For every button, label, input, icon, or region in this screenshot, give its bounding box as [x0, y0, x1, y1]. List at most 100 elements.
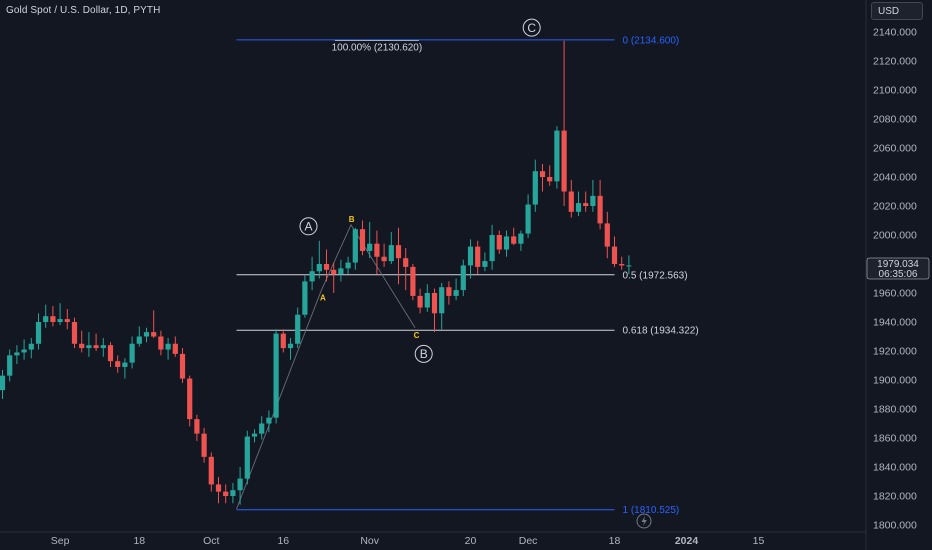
candle: [395, 227, 402, 285]
y-tick-label: 1920.000: [873, 346, 917, 358]
candle: [611, 236, 618, 267]
candle: [259, 416, 265, 440]
candle: [604, 211, 610, 259]
x-tick-label: Nov: [360, 535, 379, 547]
candle: [626, 255, 632, 275]
candle: [302, 275, 308, 318]
candle-body: [568, 191, 574, 212]
candle-body: [251, 433, 258, 437]
candle-body: [539, 171, 546, 177]
candle: [273, 329, 279, 424]
wave-label-small: B: [349, 215, 355, 224]
candle: [475, 240, 481, 275]
candle-body: [302, 281, 308, 315]
candle-body: [21, 349, 27, 353]
candle: [460, 259, 466, 296]
candle: [309, 256, 315, 291]
candle: [503, 230, 510, 257]
candle-body: [230, 490, 236, 496]
fib-retracement[interactable]: 0 (2134.600) 0.5 (1972.563) 0.618 (1934.32…: [236, 35, 699, 516]
wave-label-circle: A: [299, 217, 318, 236]
candle-body: [439, 287, 445, 314]
x-tick-label: Sep: [51, 535, 70, 547]
time-axis[interactable]: Sep 18 Oct 16 Nov 20 Dec 18 2024 15: [51, 535, 765, 547]
candle-body: [460, 265, 466, 291]
candle-body: [345, 262, 351, 269]
candle-body: [0, 375, 6, 391]
wave-label-text: B: [420, 347, 428, 361]
candle: [223, 484, 229, 504]
candle-body: [71, 322, 78, 344]
candle: [482, 252, 488, 272]
y-tick-label: 1880.000: [873, 404, 917, 416]
candle-body: [295, 314, 301, 344]
price-axis[interactable]: 1800.000 1820.000 1840.000 1860.000 1880.000…: [873, 27, 917, 532]
candle: [107, 342, 114, 367]
x-tick-label: 18: [609, 535, 621, 547]
last-price-value: 1979.034: [877, 259, 919, 270]
candle-body: [259, 423, 265, 434]
currency-button[interactable]: USD: [871, 2, 923, 20]
candle: [496, 230, 502, 254]
candle: [547, 165, 553, 186]
candle: [316, 240, 322, 279]
y-tick-label: 2100.000: [873, 85, 917, 97]
candle: [7, 349, 13, 382]
candle-body: [575, 203, 582, 212]
candle: [374, 230, 380, 275]
candle: [14, 345, 20, 365]
candle: [208, 452, 214, 492]
candle: [151, 310, 157, 338]
candle: [172, 336, 178, 357]
candle: [345, 256, 351, 275]
x-tick-label: 18: [133, 535, 145, 547]
wave-path-line[interactable]: [236, 223, 416, 510]
candle-body: [129, 343, 135, 363]
candle: [287, 337, 294, 360]
last-price-countdown: 06:35:06: [879, 269, 918, 280]
candle-body: [208, 456, 214, 485]
candle: [424, 284, 430, 312]
symbol-title: Gold Spot / U.S. Dollar, 1D, PYTH: [6, 5, 161, 16]
candle: [439, 282, 445, 330]
wave-label-text: C: [527, 21, 536, 35]
candle-body: [50, 316, 56, 322]
last-price-badge: 1979.034 06:35:06: [866, 257, 930, 280]
bolt-icon[interactable]: [636, 513, 652, 529]
candle: [215, 477, 222, 504]
y-tick-label: 1960.000: [873, 288, 917, 300]
candle: [57, 303, 63, 325]
candle-body: [215, 484, 222, 492]
candle-body: [201, 433, 207, 457]
wave-path[interactable]: [236, 223, 416, 510]
candle: [554, 126, 560, 189]
candle-body: [374, 243, 380, 257]
y-tick-label: 2060.000: [873, 143, 917, 155]
candle: [388, 232, 394, 264]
candle-body: [532, 171, 538, 205]
candle: [532, 159, 538, 212]
candle-body: [107, 345, 114, 362]
candle-body: [475, 246, 481, 267]
candle: [367, 221, 373, 259]
candle: [165, 337, 171, 360]
candle-body: [359, 229, 366, 251]
candle-body: [179, 353, 186, 379]
candle-body: [424, 293, 430, 308]
wave-label-circle: C: [522, 18, 541, 37]
y-tick-label: 1900.000: [873, 375, 917, 387]
candle: [539, 163, 546, 192]
candle: [352, 227, 358, 270]
x-tick-label: 2024: [675, 535, 699, 547]
fib-level-label: 1 (1810.525): [623, 505, 680, 516]
candle: [410, 264, 416, 301]
candle: [381, 243, 387, 267]
candle-body: [158, 336, 164, 350]
candle-body: [280, 333, 286, 349]
candle-body: [518, 233, 524, 244]
candle-body: [266, 417, 272, 424]
candle: [201, 427, 207, 463]
candle-body: [287, 343, 294, 349]
candle: [331, 262, 337, 293]
